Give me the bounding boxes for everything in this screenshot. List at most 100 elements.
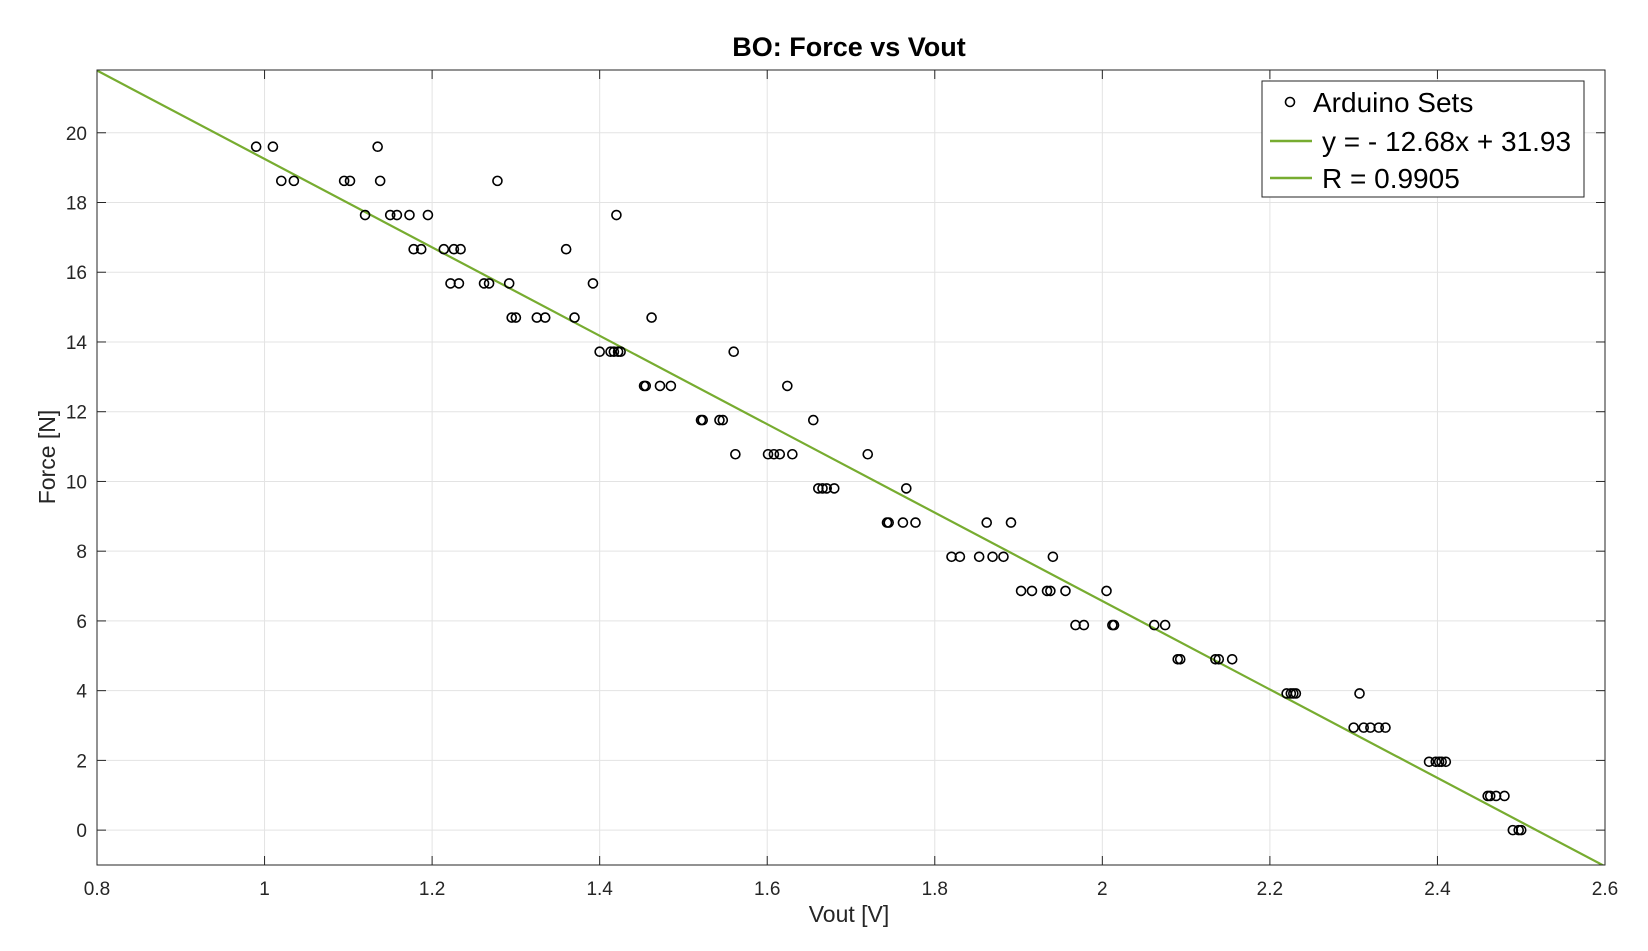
x-tick-label: 1.2: [419, 879, 445, 900]
data-point: [569, 312, 580, 323]
legend: Arduino Sets y = - 12.68x + 31.93 R = 0.…: [1261, 80, 1585, 198]
y-tick-label: 14: [66, 333, 88, 354]
data-point: [483, 278, 495, 289]
y-tick-label: 18: [66, 194, 87, 215]
y-tick-label: 20: [66, 124, 87, 145]
data-point: [1358, 722, 1370, 733]
data-point: [453, 278, 465, 289]
data-point: [1015, 585, 1027, 597]
x-tick-label: 0.8: [84, 879, 110, 900]
data-point: [730, 448, 741, 460]
x-tick-labels: 0.8 1 1.2 1.4 1.6 1.8 2 2.2 2.4 2.6: [84, 879, 1618, 900]
data-point: [714, 414, 725, 426]
data-point: [404, 209, 415, 221]
x-tick-label: 1: [259, 879, 270, 900]
legend-marker-arduino-sets: [1284, 96, 1296, 108]
fit-line: [97, 70, 1605, 865]
data-point: [900, 483, 912, 494]
data-point: [1078, 619, 1090, 631]
data-point: [821, 483, 833, 494]
data-point: [374, 175, 386, 187]
tick-marks: [96, 70, 1606, 865]
data-point: [1101, 585, 1112, 597]
y-axis-label: Force [N]: [34, 410, 60, 505]
data-point: [372, 141, 383, 153]
x-tick-label: 2.2: [1257, 879, 1283, 900]
data-point: [817, 483, 828, 494]
data-layer: [97, 70, 1605, 865]
data-point: [408, 243, 419, 255]
data-point: [1499, 790, 1510, 802]
data-point: [415, 243, 427, 255]
data-point: [1210, 653, 1221, 665]
data-point: [1047, 551, 1059, 563]
chart-title: BO: Force vs Vout: [732, 32, 966, 62]
data-point: [782, 380, 793, 392]
data-point: [646, 312, 657, 323]
data-point: [1108, 619, 1120, 631]
y-tick-label: 12: [66, 403, 87, 424]
data-point: [492, 175, 503, 187]
data-point: [1348, 722, 1359, 733]
data-point: [344, 175, 356, 187]
data-point: [422, 209, 434, 221]
data-point: [539, 312, 551, 323]
legend-label-r-value: R = 0.9905: [1322, 163, 1460, 194]
data-point: [828, 483, 840, 494]
data-point: [359, 209, 371, 221]
y-tick-label: 16: [66, 263, 87, 284]
x-tick-label: 2: [1097, 879, 1108, 900]
legend-box: [1261, 80, 1585, 198]
data-point: [384, 209, 396, 221]
data-point: [862, 448, 874, 460]
data-point: [1436, 756, 1447, 768]
x-tick-label: 1.4: [586, 879, 613, 900]
data-point: [506, 312, 518, 323]
y-tick-label: 6: [76, 612, 87, 633]
data-point: [267, 141, 279, 153]
data-point: [787, 448, 798, 460]
x-tick-label: 2.6: [1592, 879, 1618, 900]
data-point: [1354, 688, 1365, 699]
data-point: [1484, 790, 1496, 802]
y-tick-label: 4: [76, 682, 87, 703]
data-point: [654, 380, 666, 392]
data-point: [510, 312, 522, 323]
data-point: [1423, 756, 1435, 768]
data-point: [973, 551, 985, 563]
data-point: [910, 517, 921, 528]
y-tick-labels: 0 2 4 6 8 10 12 14 16 18 20: [66, 124, 88, 842]
data-point: [288, 175, 300, 187]
data-point: [1026, 585, 1038, 597]
data-point: [1041, 585, 1053, 597]
x-axis-label: Vout [V]: [809, 901, 890, 927]
y-tick-label: 0: [76, 821, 87, 842]
data-point: [774, 448, 786, 460]
data-point: [587, 278, 599, 289]
x-tick-label: 2.4: [1424, 879, 1451, 900]
data-point: [1226, 653, 1238, 665]
data-point: [1380, 722, 1391, 733]
data-point: [560, 243, 572, 255]
data-point: [981, 517, 993, 528]
y-tick-label: 8: [76, 542, 87, 563]
legend-label-arduino-sets: Arduino Sets: [1313, 87, 1473, 118]
data-point: [1430, 756, 1442, 768]
data-point: [455, 243, 466, 255]
legend-label-fit-equation: y = - 12.68x + 31.93: [1322, 126, 1571, 157]
data-point: [640, 380, 652, 392]
data-point: [998, 551, 1009, 563]
data-point: [1515, 824, 1527, 836]
data-point: [987, 551, 998, 563]
data-point: [665, 380, 677, 392]
data-point: [438, 243, 450, 255]
data-point: [697, 414, 709, 426]
data-point: [338, 175, 350, 187]
data-point: [1174, 653, 1186, 665]
data-point: [594, 346, 605, 358]
data-point: [605, 346, 616, 358]
data-point: [1213, 653, 1225, 665]
data-point: [897, 517, 909, 528]
data-point: [717, 414, 729, 426]
